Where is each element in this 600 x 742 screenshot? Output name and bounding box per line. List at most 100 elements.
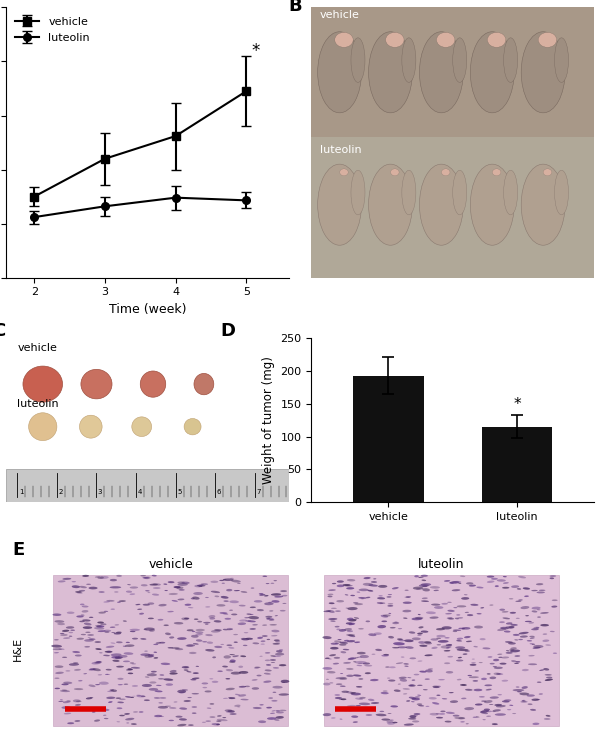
Ellipse shape <box>266 664 271 666</box>
Ellipse shape <box>533 627 539 629</box>
Ellipse shape <box>185 645 193 647</box>
Ellipse shape <box>234 590 240 591</box>
Ellipse shape <box>490 696 499 699</box>
Ellipse shape <box>199 585 202 587</box>
Ellipse shape <box>521 700 525 701</box>
Ellipse shape <box>335 677 346 679</box>
Ellipse shape <box>265 660 271 661</box>
Ellipse shape <box>92 711 95 713</box>
Ellipse shape <box>377 625 386 628</box>
Ellipse shape <box>110 654 122 656</box>
Ellipse shape <box>85 707 90 709</box>
Ellipse shape <box>60 699 63 700</box>
Ellipse shape <box>266 618 274 620</box>
Ellipse shape <box>502 587 509 588</box>
Ellipse shape <box>76 615 83 617</box>
Ellipse shape <box>201 583 208 585</box>
Ellipse shape <box>531 590 538 591</box>
Ellipse shape <box>343 584 350 586</box>
Ellipse shape <box>334 657 340 659</box>
Ellipse shape <box>140 371 166 397</box>
Ellipse shape <box>400 679 407 682</box>
Ellipse shape <box>537 682 541 683</box>
Ellipse shape <box>67 722 74 724</box>
Ellipse shape <box>191 635 199 638</box>
Ellipse shape <box>60 690 70 692</box>
Text: E: E <box>12 541 24 559</box>
Ellipse shape <box>271 655 276 657</box>
Ellipse shape <box>553 653 557 654</box>
Ellipse shape <box>217 604 226 606</box>
Ellipse shape <box>508 626 515 628</box>
Ellipse shape <box>124 652 133 655</box>
Ellipse shape <box>340 641 348 643</box>
Ellipse shape <box>339 644 346 646</box>
Ellipse shape <box>100 576 109 579</box>
Ellipse shape <box>132 637 138 640</box>
Ellipse shape <box>89 587 98 589</box>
Ellipse shape <box>533 647 541 649</box>
Ellipse shape <box>461 697 466 699</box>
Ellipse shape <box>437 33 455 47</box>
Ellipse shape <box>346 623 352 625</box>
Ellipse shape <box>530 643 534 645</box>
Ellipse shape <box>132 685 138 687</box>
Ellipse shape <box>514 655 520 657</box>
Ellipse shape <box>247 614 251 615</box>
Ellipse shape <box>110 608 115 610</box>
Ellipse shape <box>450 700 458 703</box>
Ellipse shape <box>175 715 182 718</box>
Ellipse shape <box>187 697 192 698</box>
Ellipse shape <box>402 170 416 215</box>
Ellipse shape <box>505 626 514 628</box>
Ellipse shape <box>388 613 391 614</box>
Ellipse shape <box>271 582 274 584</box>
Ellipse shape <box>223 579 233 581</box>
Text: luteolin: luteolin <box>418 558 464 571</box>
Ellipse shape <box>96 661 101 663</box>
Ellipse shape <box>442 698 447 700</box>
Ellipse shape <box>340 718 343 720</box>
Ellipse shape <box>89 669 97 671</box>
Ellipse shape <box>463 654 467 655</box>
Ellipse shape <box>491 578 498 580</box>
Ellipse shape <box>266 618 271 619</box>
Ellipse shape <box>433 686 439 688</box>
Ellipse shape <box>223 579 227 580</box>
Ellipse shape <box>335 626 340 628</box>
Ellipse shape <box>158 619 163 620</box>
Ellipse shape <box>496 705 506 707</box>
Ellipse shape <box>216 723 220 725</box>
Ellipse shape <box>406 646 413 649</box>
Ellipse shape <box>63 700 71 703</box>
Ellipse shape <box>518 639 523 640</box>
Ellipse shape <box>497 580 506 582</box>
Ellipse shape <box>465 689 473 691</box>
Ellipse shape <box>153 644 158 645</box>
Ellipse shape <box>111 656 120 659</box>
Ellipse shape <box>545 715 551 717</box>
Ellipse shape <box>371 581 377 583</box>
Ellipse shape <box>344 640 349 641</box>
Ellipse shape <box>184 669 188 671</box>
Ellipse shape <box>351 38 365 82</box>
Ellipse shape <box>272 710 275 712</box>
Ellipse shape <box>327 671 335 674</box>
Ellipse shape <box>419 671 427 673</box>
Ellipse shape <box>335 33 353 47</box>
Ellipse shape <box>99 709 110 711</box>
Ellipse shape <box>444 663 450 664</box>
Ellipse shape <box>62 630 70 632</box>
Ellipse shape <box>85 646 90 648</box>
Ellipse shape <box>259 594 265 596</box>
Ellipse shape <box>207 708 211 709</box>
Ellipse shape <box>421 583 431 586</box>
Ellipse shape <box>356 686 362 688</box>
Ellipse shape <box>469 676 479 678</box>
Ellipse shape <box>374 632 382 635</box>
Ellipse shape <box>333 663 339 665</box>
Ellipse shape <box>280 709 286 711</box>
Ellipse shape <box>113 632 121 634</box>
FancyBboxPatch shape <box>311 7 594 137</box>
Ellipse shape <box>182 666 189 669</box>
